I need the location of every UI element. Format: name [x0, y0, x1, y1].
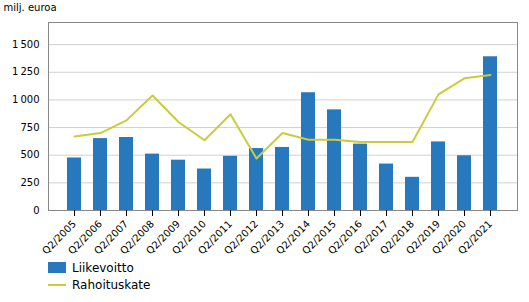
svg-text:Q2/2016: Q2/2016	[325, 218, 365, 257]
svg-text:Q2/2020: Q2/2020	[429, 218, 469, 257]
svg-text:Q2/2007: Q2/2007	[91, 218, 131, 257]
svg-text:Q2/2019: Q2/2019	[403, 218, 443, 257]
svg-text:1 250: 1 250	[12, 66, 39, 77]
svg-text:Q2/2005: Q2/2005	[39, 218, 79, 257]
svg-text:Q2/2017: Q2/2017	[351, 218, 391, 257]
svg-text:750: 750	[20, 122, 39, 133]
svg-text:milj. euroa: milj. euroa	[4, 2, 57, 13]
html-text:Liikevoitto: Liikevoitto	[72, 260, 134, 275]
svg-text:250: 250	[20, 177, 39, 188]
svg-text:Q2/2015: Q2/2015	[299, 218, 339, 257]
svg-text:Q2/2012: Q2/2012	[221, 218, 261, 257]
svg-text:Q2/2018: Q2/2018	[377, 218, 417, 257]
svg-text:Q2/2006: Q2/2006	[65, 218, 105, 257]
svg-text:Q2/2021: Q2/2021	[456, 218, 494, 256]
svg-text:Q2/2011: Q2/2011	[195, 218, 235, 257]
svg-text:1 000: 1 000	[12, 94, 39, 105]
svg-text:Q2/2009: Q2/2009	[143, 218, 183, 257]
svg-text:Q2/2008: Q2/2008	[117, 218, 157, 257]
svg-text:Q2/2013: Q2/2013	[247, 218, 287, 257]
svg-text:0: 0	[33, 205, 39, 216]
svg-text:1 500: 1 500	[12, 39, 39, 50]
html-text:Rahoituskate: Rahoituskate	[72, 277, 151, 292]
svg-text:500: 500	[20, 149, 39, 160]
svg-text:Q2/2010: Q2/2010	[169, 218, 209, 257]
svg-text:Q2/2014: Q2/2014	[273, 218, 313, 257]
